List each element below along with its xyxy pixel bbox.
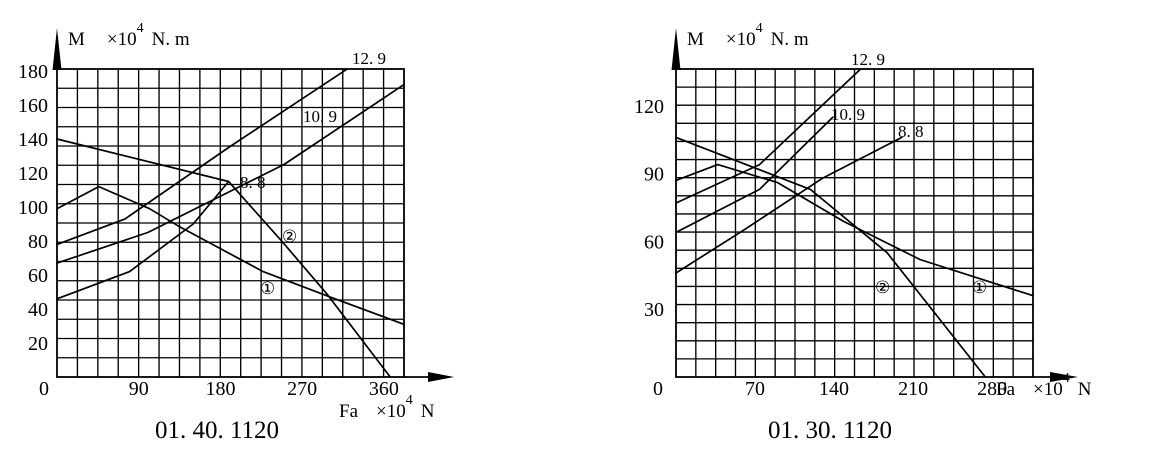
y-axis-unit-label: M ×104N. m	[68, 21, 190, 50]
x-tick-label: 360	[369, 378, 399, 400]
y-tick-label: 30	[644, 299, 664, 321]
y-tick-label: 100	[18, 197, 48, 219]
y-tick-label: 40	[28, 299, 48, 321]
x-axis-unit-label: Fa ×104N	[339, 393, 435, 422]
series-curve-1	[675, 163, 1034, 297]
y-tick-label: 120	[18, 163, 48, 185]
y-tick-label: 180	[18, 61, 48, 83]
x-tick-label: 0	[653, 378, 663, 400]
curve-number-label: ①	[260, 279, 275, 299]
chart-01-40-1120: 0 90 180 270 360 20 40 60 80 100 120 140 160 180 M ×104…	[18, 21, 454, 422]
curves	[56, 68, 405, 378]
bolt-grade-label: 12. 9	[352, 49, 386, 68]
chart-title-right: 01. 30. 1120	[768, 417, 892, 444]
x-tick-label: 270	[287, 378, 317, 400]
series-bolt-grade-8.8	[675, 136, 903, 274]
y-axis-arrow-icon	[52, 28, 62, 70]
curve-number-label: ②	[282, 227, 297, 247]
y-tick-label: 20	[28, 333, 48, 355]
x-tick-label: 210	[898, 378, 928, 400]
bolt-grade-label: 10. 9	[303, 107, 337, 126]
x-tick-label: 140	[819, 378, 849, 400]
bolt-grade-label: 12. 9	[851, 50, 885, 69]
chart-01-30-1120: 0 70 140 210 280 30 60 90 120 M ×104N. m Fa ×104N 12.…	[634, 21, 1092, 400]
y-tick-label: 60	[644, 231, 664, 253]
y-tick-label: 90	[644, 164, 664, 186]
grid	[676, 69, 1033, 377]
series-bolt-grade-10.9	[56, 83, 405, 264]
curve-number-label: ②	[875, 278, 890, 298]
series-bolt-grade-12.9	[675, 68, 861, 204]
x-axis-arrow-icon	[1050, 372, 1078, 382]
bolt-grade-label: 10. 9	[831, 105, 865, 124]
x-tick-label: 90	[129, 378, 149, 400]
y-tick-label: 140	[18, 129, 48, 151]
x-axis-unit-label: Fa ×104N	[996, 371, 1092, 400]
y-tick-label: 60	[28, 265, 48, 287]
series-curve-2	[56, 138, 392, 378]
series-bolt-grade-10.9	[675, 116, 834, 234]
series-curve-1	[56, 185, 405, 326]
grid	[57, 69, 404, 377]
x-tick-label: 280	[977, 378, 1007, 400]
series-curve-2	[675, 136, 987, 378]
series-bolt-grade-12.9	[56, 68, 348, 246]
plot-border	[675, 68, 1034, 378]
x-tick-label: 0	[39, 378, 49, 400]
bolt-grade-label: 8. 8	[240, 173, 266, 192]
bolt-grade-label: 8. 8	[898, 122, 924, 141]
y-axis-arrow-icon	[671, 28, 681, 70]
y-axis-unit-label: M ×104N. m	[687, 21, 809, 50]
x-tick-label: 180	[205, 378, 235, 400]
x-axis-arrow-icon	[428, 372, 454, 382]
y-tick-label: 160	[18, 95, 48, 117]
y-tick-label: 120	[634, 96, 664, 118]
curves	[675, 68, 1034, 378]
chart-title-left: 01. 40. 1120	[155, 417, 279, 444]
x-tick-label: 70	[745, 378, 765, 400]
plot-border	[56, 68, 405, 378]
curve-number-label: ①	[972, 278, 987, 298]
y-tick-label: 80	[28, 231, 48, 253]
series-bolt-grade-8.8	[56, 180, 230, 300]
